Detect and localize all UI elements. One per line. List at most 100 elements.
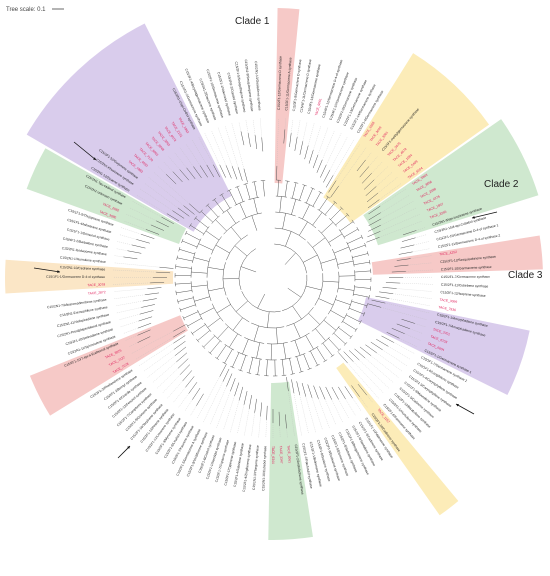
tree-branch bbox=[196, 393, 204, 406]
tree-branch bbox=[381, 335, 394, 343]
leaf-label: C15/2F1-11/Cubebene synthase bbox=[441, 283, 489, 289]
leaf-guide-line bbox=[389, 298, 431, 307]
internal-branch bbox=[285, 231, 292, 247]
internal-branch bbox=[221, 194, 231, 209]
tree-branch bbox=[199, 165, 208, 178]
leaf-guide-line bbox=[392, 293, 432, 299]
internal-branch bbox=[232, 352, 240, 368]
tree-branch bbox=[365, 186, 377, 196]
internal-branch bbox=[350, 244, 366, 251]
leaf-label: C15/2F1-12/Sesquisabinene synthase bbox=[440, 255, 496, 264]
tree-branch bbox=[367, 199, 380, 209]
tree-branch bbox=[173, 335, 186, 344]
internal-branch bbox=[253, 325, 259, 342]
internal-branch bbox=[187, 318, 202, 327]
leaf-label: TACE_2061 bbox=[286, 445, 292, 463]
tree-branch bbox=[301, 382, 307, 397]
tree-branch bbox=[174, 346, 187, 356]
leaf-guide-line bbox=[324, 399, 337, 426]
tree-branch bbox=[237, 167, 243, 181]
internal-branch bbox=[318, 298, 334, 306]
tree-branch bbox=[177, 207, 190, 217]
tree-branch bbox=[323, 169, 331, 183]
internal-branch bbox=[333, 332, 346, 345]
leaf-guide-line bbox=[120, 320, 139, 327]
tree-branch bbox=[243, 391, 248, 405]
internal-branch bbox=[254, 181, 258, 198]
internal-branch bbox=[328, 338, 340, 351]
leaf-guide-line bbox=[174, 152, 187, 168]
tree-branch bbox=[192, 387, 201, 400]
leaf-guide-line bbox=[129, 207, 157, 221]
internal-branch bbox=[207, 267, 224, 271]
internal-branch bbox=[330, 310, 345, 319]
internal-branch bbox=[360, 234, 364, 240]
leaf-guide-line bbox=[156, 368, 179, 389]
internal-branch bbox=[229, 190, 237, 205]
leaf-guide-line bbox=[185, 143, 201, 166]
internal-branch bbox=[363, 311, 366, 317]
leaf-label: TACE_1657 bbox=[426, 202, 444, 213]
internal-branch bbox=[242, 339, 249, 355]
internal-branch bbox=[299, 221, 308, 236]
internal-branch bbox=[179, 249, 195, 255]
leaf-guide-line bbox=[379, 220, 423, 238]
internal-branch bbox=[305, 285, 322, 291]
internal-branch bbox=[341, 313, 348, 324]
marker-arrow bbox=[73, 141, 97, 161]
internal-branch bbox=[224, 323, 242, 337]
internal-branch bbox=[310, 350, 318, 366]
internal-branch bbox=[186, 324, 189, 329]
leaf-guide-line bbox=[318, 398, 330, 428]
internal-branch bbox=[229, 333, 238, 348]
leaf-label: TACE_6703 bbox=[430, 334, 448, 344]
internal-branch bbox=[289, 358, 293, 375]
tree-branch bbox=[320, 164, 327, 178]
internal-branch bbox=[207, 317, 221, 328]
tree-branch bbox=[231, 166, 238, 180]
leaf-guide-line bbox=[223, 395, 235, 431]
leaf-guide-line bbox=[353, 361, 384, 394]
tree-branch bbox=[172, 210, 185, 219]
tree-branch bbox=[325, 386, 332, 400]
internal-branch bbox=[352, 253, 368, 258]
leaf-guide-line bbox=[380, 201, 414, 220]
tree-branch bbox=[179, 364, 191, 375]
tree-branch bbox=[296, 381, 301, 396]
internal-branch bbox=[343, 228, 359, 238]
leaf-label: C15/2F1-7/Germacrene synthase bbox=[441, 275, 490, 279]
internal-branch bbox=[327, 295, 337, 315]
tree-branch bbox=[166, 213, 180, 222]
tree-branch bbox=[291, 379, 295, 394]
leaf-guide-line bbox=[365, 152, 372, 161]
leaf-guide-line bbox=[113, 282, 151, 285]
clade-band-9 bbox=[4, 259, 174, 294]
tree-branch bbox=[260, 402, 263, 417]
tree-branch bbox=[319, 386, 326, 400]
tree-branch bbox=[402, 230, 417, 236]
tree-branch bbox=[328, 180, 337, 193]
leaf-label: TACE_7936 bbox=[438, 305, 456, 312]
leaf-guide-line bbox=[322, 130, 335, 160]
internal-branch bbox=[368, 295, 370, 300]
tree-branch bbox=[348, 350, 360, 361]
leaf-guide-line bbox=[148, 177, 184, 206]
tree-branch bbox=[356, 159, 366, 172]
tree-branch bbox=[261, 137, 264, 152]
internal-branch bbox=[248, 357, 254, 374]
tree-branch bbox=[368, 218, 382, 226]
internal-branch bbox=[182, 240, 198, 248]
internal-branch bbox=[306, 188, 313, 204]
internal-branch bbox=[240, 355, 247, 371]
internal-branch bbox=[283, 343, 287, 360]
internal-branch bbox=[256, 342, 260, 359]
internal-branch bbox=[199, 307, 215, 316]
tree-branch bbox=[343, 351, 354, 362]
internal-branch bbox=[253, 198, 258, 214]
leaf-label: C15/2N1-10/Cedrene synthase bbox=[60, 265, 106, 271]
leaf-guide-line bbox=[143, 349, 175, 372]
tree-branch bbox=[182, 370, 193, 382]
tree-branch bbox=[338, 386, 346, 400]
leaf-label: TACE_3255 bbox=[429, 210, 447, 220]
leaf-label: C15/2F1-8/Germacrene D synthase bbox=[292, 59, 302, 111]
